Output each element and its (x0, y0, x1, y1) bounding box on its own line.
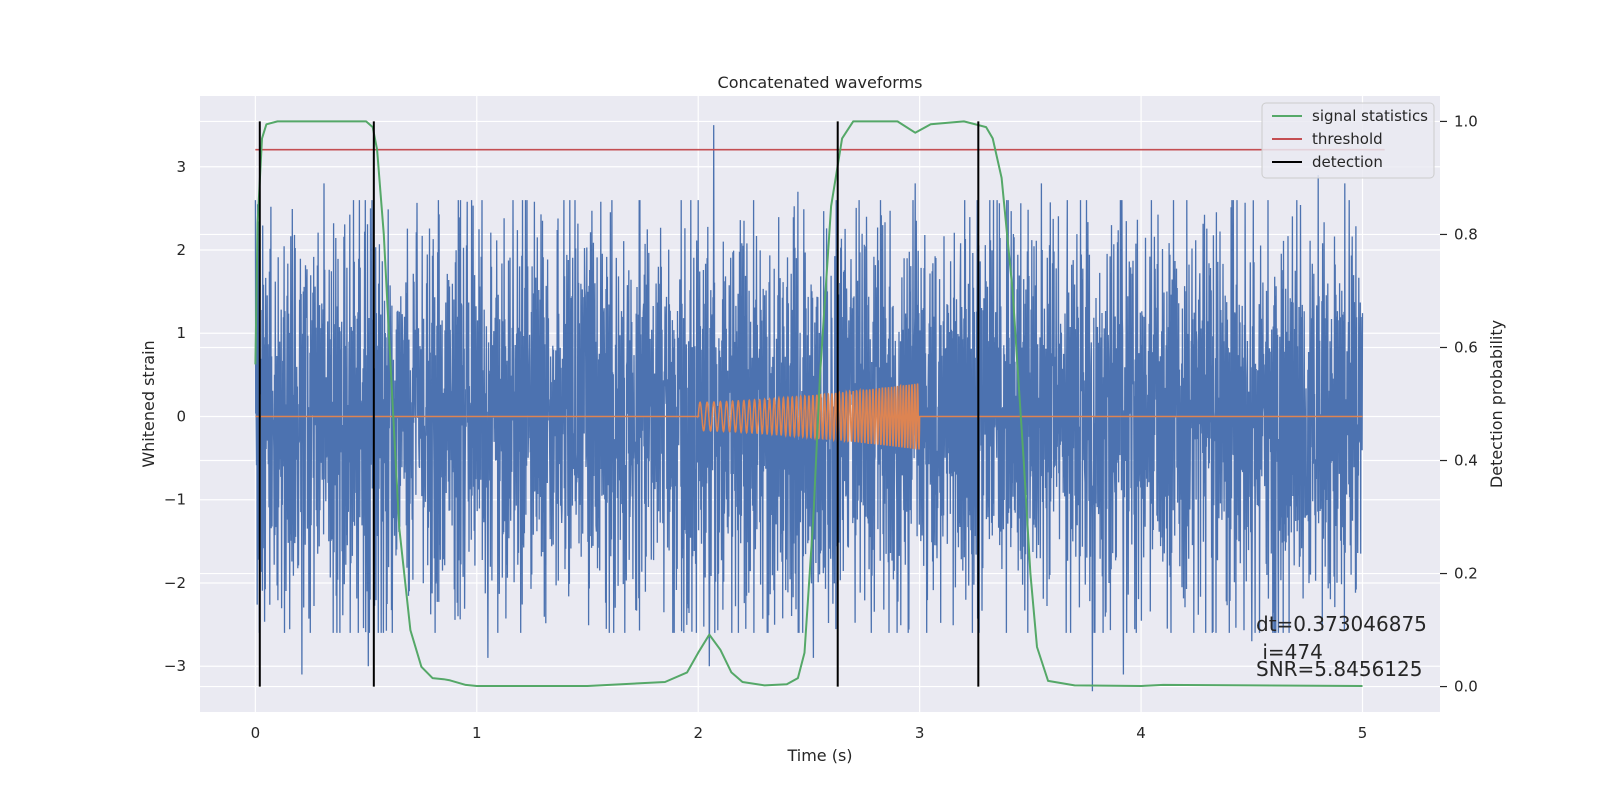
annotation-snr: SNR=5.8456125 (1256, 657, 1422, 681)
left-y-axis-label: Whitened strain (139, 340, 158, 467)
right-y-tick-label: 0.4 (1454, 452, 1478, 470)
legend-label-detection: detection (1312, 153, 1383, 171)
chirp-line (255, 383, 1363, 450)
right-y-axis-ticks: 0.0 0.2 0.4 0.6 0.8 1.0 (1440, 112, 1478, 696)
annotation-i: i=474 (1256, 640, 1323, 664)
signal-statistics-series (254, 120, 1363, 687)
left-y-tick-label: 1 (176, 324, 186, 342)
chart-title: Concatenated waveforms (718, 73, 923, 92)
left-y-axis-ticks: −3 −2 −1 0 1 2 3 (164, 158, 186, 675)
x-tick-label: 3 (915, 724, 925, 742)
right-y-axis-label: Detection probability (1487, 320, 1506, 488)
right-y-tick-label: 1.0 (1454, 112, 1478, 130)
chirp-series (255, 383, 1363, 450)
left-y-tick-label: −1 (164, 491, 186, 509)
x-tick-label: 1 (472, 724, 482, 742)
legend-label-signal-statistics: signal statistics (1312, 107, 1428, 125)
right-y-tick-label: 0.2 (1454, 565, 1478, 583)
x-tick-label: 2 (693, 724, 703, 742)
left-y-tick-label: 3 (176, 158, 186, 176)
signal-statistics-line (254, 120, 1363, 687)
x-tick-label: 5 (1358, 724, 1368, 742)
whitened-strain-series (254, 125, 1364, 692)
left-y-tick-label: 0 (176, 407, 186, 425)
x-axis-ticks: 0 1 2 3 4 5 (251, 724, 1368, 742)
right-y-tick-label: 0.0 (1454, 678, 1478, 696)
left-y-tick-label: −2 (164, 574, 186, 592)
right-y-tick-label: 0.6 (1454, 338, 1478, 356)
x-tick-label: 4 (1136, 724, 1146, 742)
whitened-strain-line (254, 125, 1364, 692)
left-y-tick-label: 2 (176, 241, 186, 259)
detection-lines (258, 121, 980, 687)
x-tick-label: 0 (251, 724, 261, 742)
annotation-dt: dt=0.373046875 (1256, 612, 1427, 636)
legend-box (1261, 102, 1435, 179)
x-axis-label: Time (s) (786, 746, 852, 765)
legend: signal statistics threshold detection (1261, 102, 1435, 179)
annotation: dt=0.373046875 i=474 SNR=5.8456125 (1256, 612, 1427, 681)
left-y-tick-label: −3 (164, 657, 186, 675)
right-y-tick-label: 0.8 (1454, 225, 1478, 243)
legend-label-threshold: threshold (1312, 130, 1383, 148)
